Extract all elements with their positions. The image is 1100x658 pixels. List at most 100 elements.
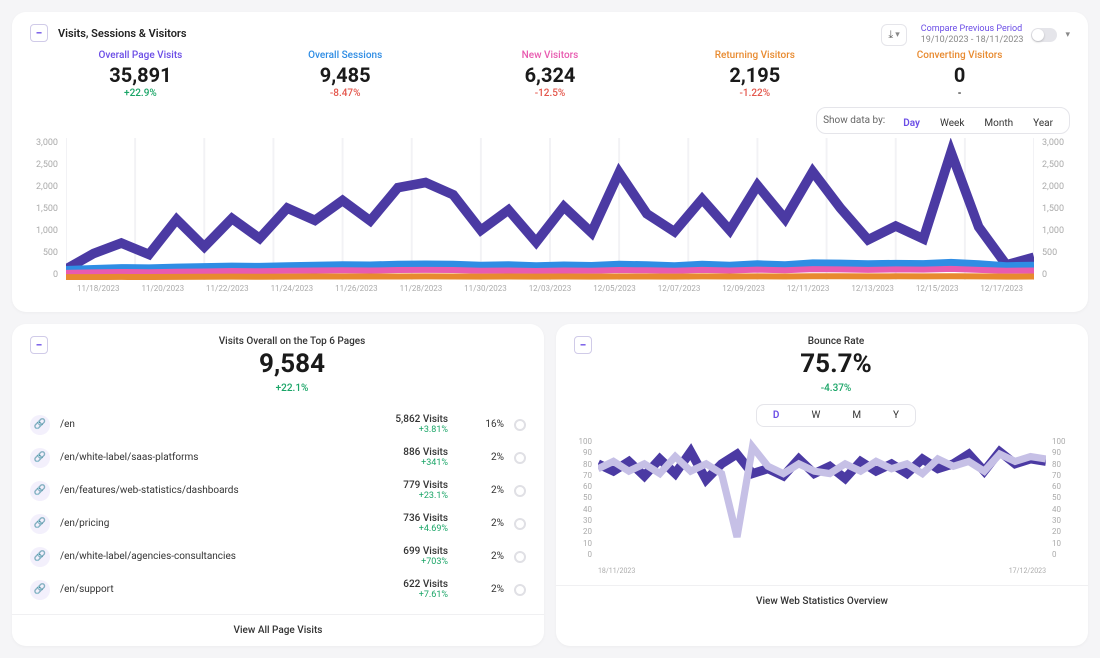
bounce-range-M[interactable]: M: [838, 407, 875, 424]
page-delta: +703%: [378, 557, 448, 567]
page-row[interactable]: 🔗 /en/white-label/saas-platforms 886 Vis…: [30, 441, 526, 474]
card-title: Visits, Sessions & Visitors: [58, 27, 187, 40]
metric-label: Overall Sessions: [243, 50, 448, 61]
download-button[interactable]: ⤓ ▾: [881, 24, 906, 46]
metric-value: 2,195: [652, 63, 857, 87]
page-pct: 16%: [476, 419, 504, 430]
bounce-card: − Bounce Rate 75.7% -4.37% DWMY 10090807…: [556, 324, 1088, 646]
time-range-selector: Show data by: DayWeekMonthYear: [816, 107, 1070, 134]
range-year[interactable]: Year: [1023, 115, 1063, 132]
page-row[interactable]: 🔗 /en 5,862 Visits +3.81% 16%: [30, 408, 526, 441]
pct-indicator: [514, 584, 526, 596]
page-pct: 2%: [476, 485, 504, 496]
range-month[interactable]: Month: [974, 115, 1023, 132]
metric-label: Returning Visitors: [652, 50, 857, 61]
link-icon: 🔗: [30, 580, 50, 600]
collapse-icon[interactable]: −: [574, 336, 592, 354]
pct-indicator: [514, 518, 526, 530]
pct-indicator: [514, 452, 526, 464]
metric[interactable]: Returning Visitors 2,195 -1.22%: [652, 50, 857, 99]
top-pages-change: +22.1%: [58, 383, 526, 394]
main-chart: 3,0002,5002,0001,5001,0005000 3,0002,500…: [30, 138, 1070, 298]
metrics-row: Overall Page Visits 35,891 +22.9%Overall…: [30, 50, 1070, 107]
range-prefix: Show data by:: [823, 115, 885, 126]
range-day[interactable]: Day: [893, 115, 930, 132]
bounce-value: 75.7%: [602, 349, 1070, 379]
metric-change: -12.5%: [448, 88, 653, 99]
page-path: /en/support: [60, 584, 368, 595]
page-path: /en/pricing: [60, 518, 368, 529]
chevron-down-icon[interactable]: ▾: [1065, 30, 1070, 40]
page-pct: 2%: [476, 452, 504, 463]
page-path: /en: [60, 419, 368, 430]
page-path: /en/white-label/agencies-consultancies: [60, 551, 368, 562]
pct-indicator: [514, 419, 526, 431]
top-pages-value: 9,584: [58, 349, 526, 379]
pct-indicator: [514, 551, 526, 563]
page-path: /en/features/web-statistics/dashboards: [60, 485, 368, 496]
metric-change: -1.22%: [652, 88, 857, 99]
metric-value: 35,891: [38, 63, 243, 87]
range-week[interactable]: Week: [930, 115, 974, 132]
link-icon: 🔗: [30, 448, 50, 468]
page-visits: 779 Visits: [378, 480, 448, 491]
bounce-change: -4.37%: [602, 383, 1070, 394]
page-row[interactable]: 🔗 /en/features/web-statistics/dashboards…: [30, 474, 526, 507]
page-visits: 622 Visits: [378, 579, 448, 590]
collapse-icon[interactable]: −: [30, 24, 48, 42]
bounce-range-D[interactable]: D: [759, 407, 794, 424]
bounce-range-Y[interactable]: Y: [879, 407, 913, 424]
bounce-range-W[interactable]: W: [797, 407, 834, 424]
page-delta: +7.61%: [378, 590, 448, 600]
page-row[interactable]: 🔗 /en/white-label/agencies-consultancies…: [30, 540, 526, 573]
top-pages-card: − Visits Overall on the Top 6 Pages 9,58…: [12, 324, 544, 646]
metric-label: Overall Page Visits: [38, 50, 243, 61]
bounce-x-end: 17/12/2023: [1009, 567, 1046, 577]
metric-change: -8.47%: [243, 88, 448, 99]
compare-label: Compare Previous Period: [921, 24, 1024, 35]
page-delta: +341%: [378, 458, 448, 468]
page-row[interactable]: 🔗 /en/support 622 Visits +7.61% 2%: [30, 573, 526, 606]
page-delta: +23.1%: [378, 491, 448, 501]
bounce-title: Bounce Rate: [602, 336, 1070, 347]
link-icon: 🔗: [30, 415, 50, 435]
metric[interactable]: Overall Sessions 9,485 -8.47%: [243, 50, 448, 99]
compare-toggle[interactable]: [1031, 28, 1057, 42]
bounce-range-selector: DWMY: [756, 404, 916, 427]
metric-label: New Visitors: [448, 50, 653, 61]
compare-range: 19/10/2023 - 18/11/2023: [921, 35, 1024, 46]
metric-value: 6,324: [448, 63, 653, 87]
metric[interactable]: Overall Page Visits 35,891 +22.9%: [38, 50, 243, 99]
chevron-down-icon: ▾: [895, 30, 900, 40]
page-delta: +4.69%: [378, 524, 448, 534]
metric[interactable]: Converting Visitors 0 -: [857, 50, 1062, 99]
collapse-icon[interactable]: −: [30, 336, 48, 354]
metric[interactable]: New Visitors 6,324 -12.5%: [448, 50, 653, 99]
metric-change: -: [857, 88, 1062, 99]
visits-card: − Visits, Sessions & Visitors ⤓ ▾ Compar…: [12, 12, 1088, 312]
top-pages-title: Visits Overall on the Top 6 Pages: [58, 336, 526, 347]
metric-value: 9,485: [243, 63, 448, 87]
pct-indicator: [514, 485, 526, 497]
page-path: /en/white-label/saas-platforms: [60, 452, 368, 463]
page-pct: 2%: [476, 551, 504, 562]
page-delta: +3.81%: [378, 425, 448, 435]
page-visits: 5,862 Visits: [378, 414, 448, 425]
download-icon: ⤓: [888, 28, 893, 42]
metric-change: +22.9%: [38, 88, 243, 99]
pages-list: 🔗 /en 5,862 Visits +3.81% 16% 🔗 /en/whit…: [30, 408, 526, 606]
page-visits: 886 Visits: [378, 447, 448, 458]
bounce-x-start: 18/11/2023: [598, 567, 635, 577]
view-stats-link[interactable]: View Web Statistics Overview: [556, 585, 1088, 617]
link-icon: 🔗: [30, 547, 50, 567]
page-visits: 699 Visits: [378, 546, 448, 557]
metric-label: Converting Visitors: [857, 50, 1062, 61]
metric-value: 0: [857, 63, 1062, 87]
view-all-pages-link[interactable]: View All Page Visits: [12, 614, 544, 646]
page-pct: 2%: [476, 518, 504, 529]
link-icon: 🔗: [30, 514, 50, 534]
link-icon: 🔗: [30, 481, 50, 501]
page-pct: 2%: [476, 584, 504, 595]
page-visits: 736 Visits: [378, 513, 448, 524]
page-row[interactable]: 🔗 /en/pricing 736 Visits +4.69% 2%: [30, 507, 526, 540]
